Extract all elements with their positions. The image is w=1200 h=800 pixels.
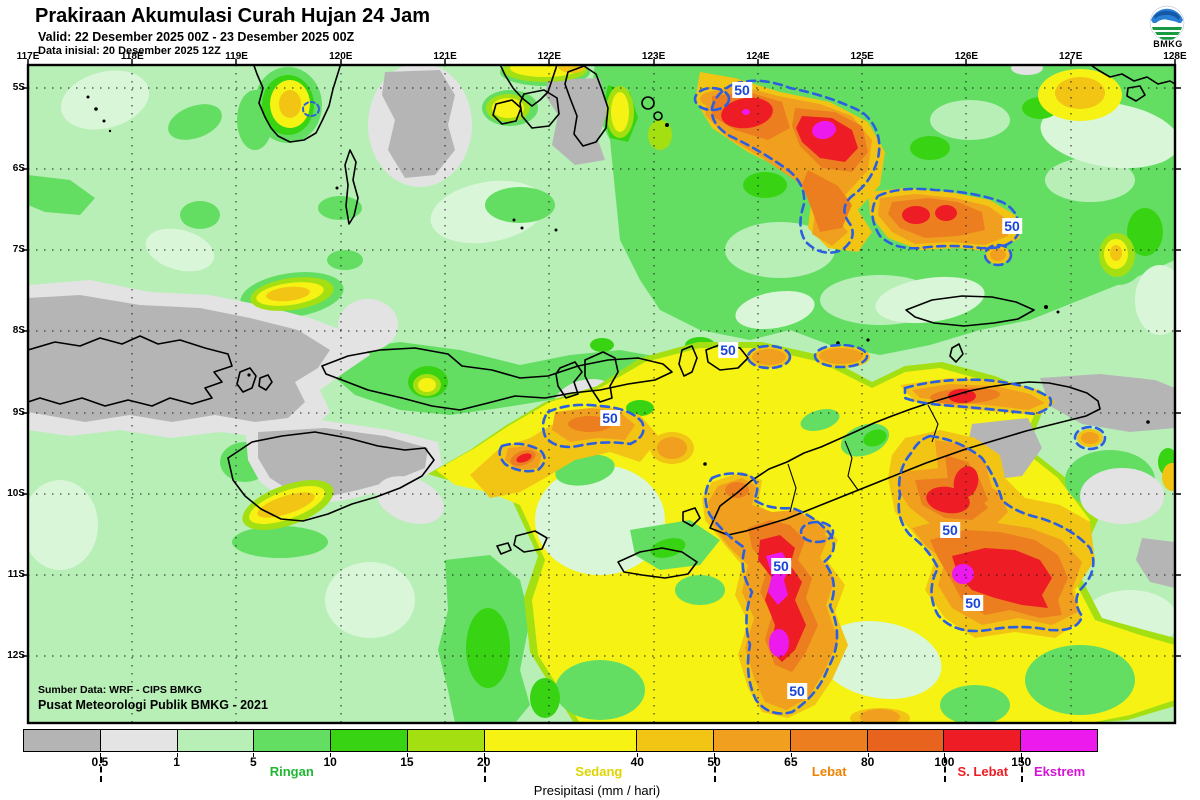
legend-category-label: Ringan [269,764,314,779]
legend-tick [483,753,485,757]
page-title: Prakiraan Akumulasi Curah Hujan 24 Jam [35,5,430,27]
lat-label: 5S [12,82,25,93]
lon-label: 118E [120,51,144,62]
legend-segment [177,730,255,751]
legend-tick [406,753,408,757]
coastlines [28,65,1175,579]
contour-50-label: 50 [732,82,752,98]
legend-threshold: 80 [860,755,875,769]
legend-category-tick [714,757,717,782]
lon-label: 127E [1059,51,1083,62]
lon-label: 123E [641,51,666,62]
bmkg-logo-text: BMKG [1153,39,1183,49]
legend-segment [24,730,101,751]
lon-label: 121E [433,51,457,62]
legend-tick [944,753,946,757]
graticule [28,65,1175,723]
legend-title: Presipitasi (mm / hari) [533,783,661,798]
contour-50-label: 50 [1002,218,1022,234]
legend-segment [484,730,638,751]
contour-50-label: 50 [600,410,620,426]
source-data-text: Sumber Data: WRF - CIPS BMKG [38,684,202,696]
legend-threshold: 1 [173,755,180,769]
legend-category-tick [483,757,486,782]
precipitation-legend-bar [23,729,1098,752]
contour-50-label: 50 [771,558,791,574]
lon-label: 122E [537,51,562,62]
legend-tick [253,753,255,757]
legend-category-tick [99,757,102,782]
field-inner-patches [466,400,1175,723]
legend-category-tick [944,757,947,782]
map-frame [26,63,1177,725]
lat-label: 11S [7,568,25,580]
legend-tick [1021,753,1023,757]
lat-label: 6S [12,163,25,175]
legend-segment [1021,730,1097,751]
bmkg-logo: BMKG [1146,3,1190,49]
contour-50-label: 50 [718,342,738,358]
contour-50-label: 50 [940,522,960,538]
lon-label: 120E [329,51,353,62]
axis-ticks [22,59,1181,657]
bmkg-logo-icon [1149,5,1185,41]
legend-category-label: Sedang [575,764,623,779]
contour-50-lines [302,79,1107,715]
lon-label: 126E [954,51,979,62]
legend-category-tick [1021,757,1024,782]
legend-tick [637,753,639,757]
lat-label: 10S [7,487,25,499]
legend-segment [331,730,408,751]
lat-label: 9S [12,406,25,418]
legend-threshold: 5 [250,755,257,769]
legend-threshold: 65 [784,755,798,769]
legend-threshold: 10 [323,755,337,769]
lon-label: 119E [225,51,248,62]
valid-period-text: Valid: 22 Desember 2025 00Z - 23 Desembe… [38,30,355,44]
legend-segment [867,730,945,751]
legend-segment [637,730,715,751]
legend-segment [254,730,332,751]
legend-tick [330,753,332,757]
legend-category-label: S. Lebat [957,764,1009,779]
legend-segment [407,730,485,751]
legend-tick [99,753,101,757]
lat-label: 7S [12,244,25,256]
legend-tick [790,753,792,757]
lat-label: 12S [7,649,25,661]
small-islands [86,95,1150,466]
legend-category-label: Ekstrem [1033,764,1086,779]
isolated-yellow-cells [242,65,1135,530]
legend-segment [714,730,791,751]
legend-threshold: 15 [400,755,414,769]
legend-tick [867,753,869,757]
legend-threshold: 40 [630,755,644,769]
legend-category-label: Lebat [811,764,847,779]
init-data-text: Data inisial: 20 Desember 2025 12Z [38,45,221,57]
lat-label: 8S [12,325,25,337]
legend-tick [714,753,716,757]
legend-segment [790,730,868,751]
lon-label: 128E [1163,51,1187,62]
legend-segment [100,730,178,751]
contour-50-label: 50 [963,595,983,611]
legend-tick [176,753,178,757]
lon-label: 124E [746,51,770,62]
contour-50-label: 50 [787,683,807,699]
lon-label: 125E [850,51,874,62]
legend-segment [944,730,1022,751]
lon-label: 117E [16,51,40,62]
publisher-text: Pusat Meteorologi Publik BMKG - 2021 [38,698,268,712]
